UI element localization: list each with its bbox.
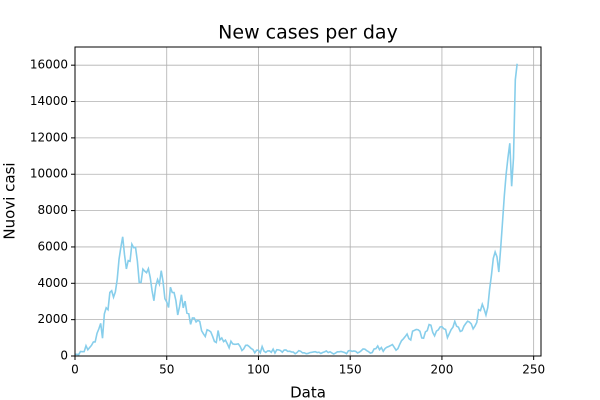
line xyxy=(75,63,518,356)
y-tick-label: 4000 xyxy=(37,276,68,290)
y-tick-label: 2000 xyxy=(37,312,68,326)
x-axis-label: Data xyxy=(290,384,326,400)
y-tick-label: 16000 xyxy=(30,58,68,72)
x-tick-label: 250 xyxy=(522,363,545,377)
x-tick-label: 0 xyxy=(71,363,79,377)
y-tick-label: 8000 xyxy=(37,203,68,217)
y-tick-label: 10000 xyxy=(30,167,68,181)
chart-title: New cases per day xyxy=(218,22,398,44)
y-tick-label: 6000 xyxy=(37,239,68,253)
y-tick-label: 12000 xyxy=(30,130,68,144)
y-axis-label: Nuovi casi xyxy=(1,162,19,239)
y-tick-label: 14000 xyxy=(30,94,68,108)
x-tick-label: 100 xyxy=(247,363,270,377)
x-tick-label: 50 xyxy=(159,363,174,377)
y-tick-label: 0 xyxy=(60,349,68,363)
x-tick-label: 150 xyxy=(339,363,362,377)
x-tick-label: 200 xyxy=(430,363,453,377)
plot-frame xyxy=(74,46,542,357)
